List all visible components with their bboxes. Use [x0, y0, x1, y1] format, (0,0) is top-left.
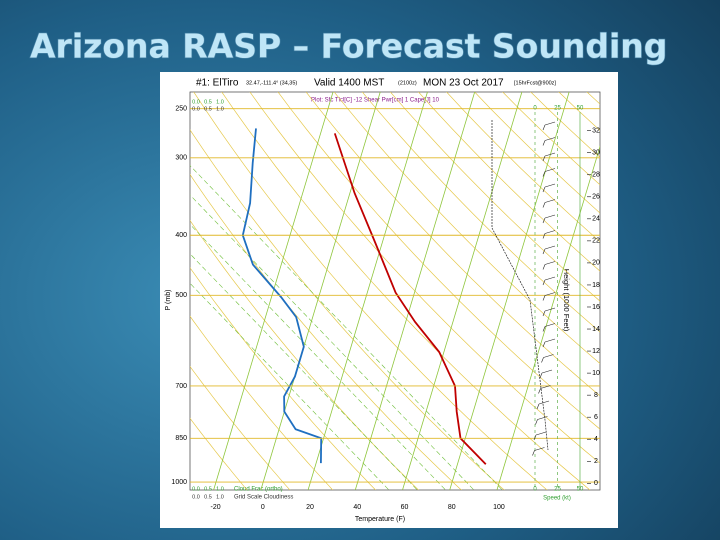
x-tick-label: 60 [401, 504, 409, 511]
speed-tick-label: 50 [577, 106, 584, 112]
y2-tick-label: 20 [592, 260, 600, 267]
y2-tick-label: 10 [592, 370, 600, 377]
cloud-tick-label: 1.0 [216, 494, 224, 500]
y-tick-label: 300 [175, 155, 187, 162]
slide-title: Arizona RASP – Forecast Sounding [30, 27, 667, 66]
cloud-tick-label: 0.0 [192, 486, 200, 492]
speed-tick-label: 25 [554, 106, 561, 112]
y-tick-label: 250 [175, 106, 187, 113]
chart-panel [160, 72, 618, 528]
x-tick-label: 80 [448, 504, 456, 511]
x-tick-label: 40 [353, 504, 361, 511]
x-axis-label: Temperature (F) [355, 516, 405, 523]
cloud-label: Grid Scale Cloudiness [234, 495, 293, 501]
cloud-tick-label: 0.5 [204, 106, 212, 112]
x-tick-label: -20 [211, 504, 221, 511]
y2-axis-label: Height (1000 Feet) [562, 269, 571, 332]
x-tick-label: 100 [493, 504, 505, 511]
y-axis-label: P (mb) [165, 290, 172, 311]
speed-tick-label: 25 [554, 487, 561, 493]
x-tick-label: 0 [261, 504, 265, 511]
y2-tick-label: 4 [594, 436, 598, 443]
y2-tick-label: 14 [592, 326, 600, 333]
y-tick-label: 500 [175, 292, 187, 299]
cloud-tick-label: 0.0 [192, 494, 200, 500]
cloud-tick-label: 0.5 [204, 486, 212, 492]
y2-tick-label: 32 [592, 127, 600, 134]
y2-tick-label: 28 [592, 172, 600, 179]
site: #1: ElTiro [196, 78, 239, 89]
speed-label: Speed (kt) [543, 496, 571, 502]
y2-tick-label: 24 [592, 216, 600, 223]
cloud-tick-label: 0.5 [204, 494, 212, 500]
cloud-tick-label: 0.0 [192, 99, 200, 105]
valid: Valid 1400 MST [314, 78, 384, 89]
cloud-tick-label: 0.5 [204, 99, 212, 105]
y2-tick-label: 26 [592, 194, 600, 201]
y2-tick-label: 0 [594, 480, 598, 487]
y2-tick-label: 22 [592, 238, 600, 245]
cloud-label: Cloud Frac (ortho) [234, 487, 283, 493]
y-tick-label: 1000 [171, 479, 187, 486]
cloud-tick-label: 1.0 [216, 486, 224, 492]
y2-tick-label: 16 [592, 304, 600, 311]
y2-tick-label: 30 [592, 149, 600, 156]
location: 32.47,-111.4° (34,35) [246, 80, 297, 86]
y-tick-label: 850 [175, 435, 187, 442]
y2-tick-label: 12 [592, 348, 600, 355]
zulu: (2100z) [398, 80, 417, 86]
cloud-tick-label: 1.0 [216, 106, 224, 112]
y2-tick-label: 2 [594, 458, 598, 465]
y2-tick-label: 8 [594, 392, 598, 399]
y-tick-label: 700 [175, 383, 187, 390]
x-tick-label: 20 [306, 504, 314, 511]
date: MON 23 Oct 2017 [423, 78, 504, 89]
cloud-tick-label: 1.0 [216, 99, 224, 105]
forecast: [15hrFcst@900z] [514, 80, 556, 86]
cloud-tick-label: 0.0 [192, 106, 200, 112]
y-tick-label: 400 [175, 232, 187, 239]
y2-tick-label: 18 [592, 282, 600, 289]
speed-tick-label: 50 [577, 487, 584, 493]
y2-tick-label: 6 [594, 414, 598, 421]
